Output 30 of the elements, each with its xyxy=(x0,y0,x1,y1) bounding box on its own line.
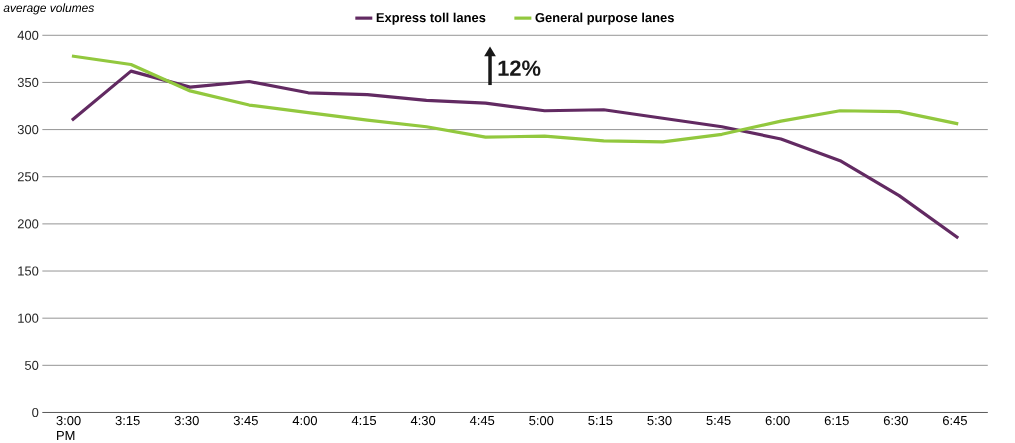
x-tick-label: 5:00 xyxy=(529,415,554,426)
x-tick-label: 6:00 xyxy=(765,415,790,426)
y-axis-title: average volumes xyxy=(3,3,94,15)
y-tick-label: 0 xyxy=(32,407,39,417)
x-tick-label: 3:15 xyxy=(115,415,140,426)
y-tick-label: 300 xyxy=(17,124,39,135)
x-tick-label: 5:45 xyxy=(706,415,731,425)
x-tick-label: 4:45 xyxy=(469,415,495,425)
annotation: 12% xyxy=(498,60,541,76)
x-tick-label: 5:15 xyxy=(588,415,613,425)
y-tick-label: 350 xyxy=(17,77,39,87)
legend-label: General purpose lanes xyxy=(535,12,674,25)
x-tick-label: 6:15 xyxy=(824,415,849,426)
y-tick-label: 100 xyxy=(18,313,39,323)
x-tick-label: 3:45 xyxy=(233,415,258,426)
line-series xyxy=(70,54,960,144)
x-tick-label: 3:00 PM xyxy=(56,415,81,440)
x-tick-label: 4:00 xyxy=(292,415,318,426)
y-tick-label: 400 xyxy=(17,30,39,40)
x-tick-label: 5:30 xyxy=(647,415,672,426)
y-tick-label: 150 xyxy=(18,266,39,276)
y-tick-label: 50 xyxy=(24,360,39,370)
y-tick-label: 250 xyxy=(17,172,39,182)
x-tick-label: 3:30 xyxy=(174,415,199,426)
x-tick-label: 4:30 xyxy=(410,415,436,426)
y-tick-label: 200 xyxy=(17,219,39,229)
legend-label: Express toll lanes xyxy=(376,12,486,25)
x-tick-label: 6:45 xyxy=(942,415,967,426)
x-tick-label: 4:15 xyxy=(351,415,377,425)
x-tick-label: 6:30 xyxy=(883,415,908,426)
